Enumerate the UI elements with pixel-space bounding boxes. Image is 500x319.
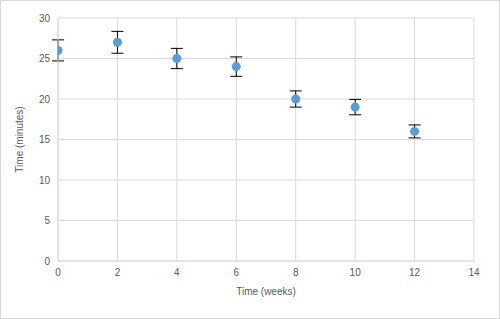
svg-text:4: 4 [174,267,180,278]
svg-text:Time (minutes): Time (minutes) [14,106,25,172]
svg-text:25: 25 [39,53,51,64]
svg-text:10: 10 [350,267,362,278]
svg-text:6: 6 [234,267,240,278]
svg-text:Time (weeks): Time (weeks) [236,286,296,297]
svg-text:15: 15 [39,134,51,145]
svg-text:8: 8 [293,267,299,278]
svg-text:20: 20 [39,94,51,105]
svg-text:12: 12 [409,267,421,278]
svg-text:0: 0 [55,267,61,278]
svg-text:2: 2 [115,267,121,278]
svg-text:30: 30 [39,13,51,24]
svg-text:0: 0 [44,256,50,267]
svg-text:5: 5 [44,215,50,226]
svg-text:10: 10 [39,175,51,186]
svg-text:14: 14 [468,267,480,278]
